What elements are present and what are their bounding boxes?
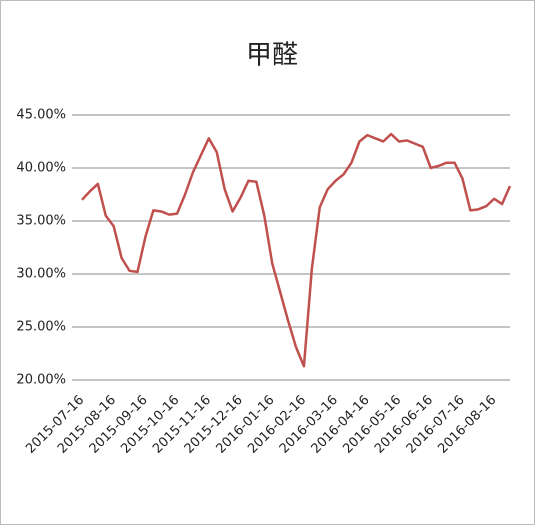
y-tick-label: 40.00% xyxy=(16,161,66,176)
y-tick-label: 35.00% xyxy=(16,214,66,229)
chart-title: 甲醛 xyxy=(246,41,298,71)
y-tick-label: 45.00% xyxy=(16,108,66,123)
y-tick-label: 30.00% xyxy=(16,267,66,282)
y-tick-label: 25.00% xyxy=(16,320,66,335)
y-tick-label: 20.00% xyxy=(16,373,66,388)
data-line xyxy=(81,132,512,368)
